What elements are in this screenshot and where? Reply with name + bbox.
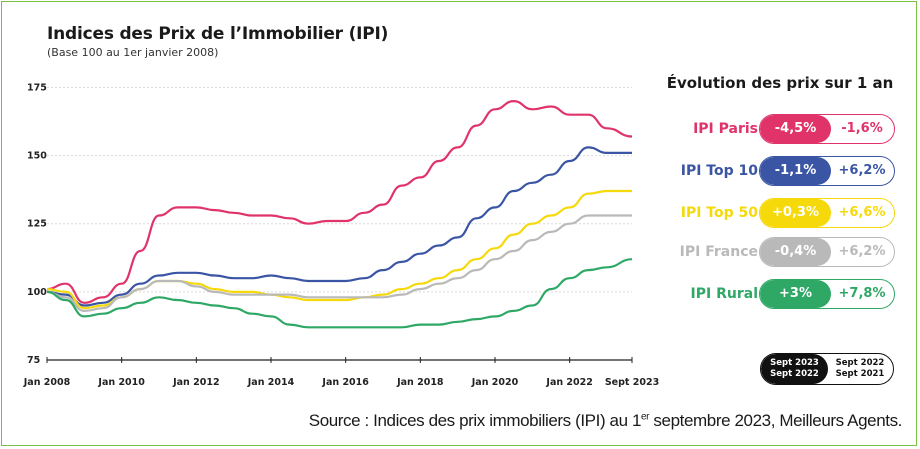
y-tick-label: 150 bbox=[27, 151, 47, 162]
x-tick-label: Jan 2022 bbox=[545, 377, 592, 388]
x-tick-label: Jan 2018 bbox=[396, 377, 444, 388]
legend-row: IPI Top 50 +0,3% +6,6% bbox=[660, 198, 900, 230]
legend-row: IPI Top 10 -1,1% +6,2% bbox=[660, 156, 900, 188]
series-line-ipi-france bbox=[46, 214, 632, 312]
legend-value-current: +3% bbox=[760, 280, 831, 308]
source-text: Source : Indices des prix immobiliers (I… bbox=[308, 411, 642, 430]
y-tick-label: 175 bbox=[27, 82, 47, 93]
legend-value-previous: +7,8% bbox=[838, 286, 886, 301]
x-tick-label: Jan 2016 bbox=[321, 377, 369, 388]
legend-series-name: IPI Rural bbox=[690, 286, 758, 302]
legend-value-previous: +6,6% bbox=[838, 205, 886, 220]
legend-value-previous: +6,2% bbox=[838, 163, 886, 178]
legend-row: IPI Paris -4,5% -1,6% bbox=[660, 114, 900, 146]
legend-value-current: -0,4% bbox=[760, 238, 831, 266]
series-line-ipi-top-10 bbox=[46, 146, 632, 307]
period-current-end: Sept 2023 bbox=[770, 358, 819, 368]
period-current-start: Sept 2022 bbox=[770, 369, 819, 379]
legend-value-pill: -1,1% +6,2% bbox=[759, 156, 895, 186]
legend-title: Évolution des prix sur 1 an bbox=[666, 74, 894, 92]
legend-series-name: IPI Top 10 bbox=[680, 163, 758, 179]
y-tick-label: 75 bbox=[27, 355, 40, 366]
x-tick-label: Jan 2010 bbox=[97, 377, 145, 388]
legend-series-name: IPI Top 50 bbox=[680, 205, 758, 221]
legend-value-pill: -0,4% +6,2% bbox=[759, 237, 895, 267]
x-tick-label: Jan 2012 bbox=[172, 377, 219, 388]
x-tick-label: Sept 2023 bbox=[605, 377, 659, 388]
legend-value-current: +0,3% bbox=[760, 199, 831, 227]
source-sup: er bbox=[641, 411, 650, 423]
legend-row: IPI Rural +3% +7,8% bbox=[660, 279, 900, 311]
chart-title: Indices des Prix de l’Immobilier (IPI) bbox=[47, 24, 389, 44]
source-text-end: septembre 2023, Meilleurs Agents. bbox=[649, 411, 902, 430]
legend-value-current: -4,5% bbox=[760, 115, 831, 143]
legend-value-pill: +0,3% +6,6% bbox=[759, 198, 895, 228]
x-tick-label: Jan 2020 bbox=[471, 377, 519, 388]
series-line-ipi-paris bbox=[46, 100, 633, 304]
legend-value-current: -1,1% bbox=[760, 157, 831, 185]
x-tick-label: Jan 2008 bbox=[23, 377, 71, 388]
series-line-ipi-rural bbox=[46, 258, 633, 329]
period-previous-start: Sept 2021 bbox=[835, 369, 885, 379]
y-tick-label: 100 bbox=[27, 287, 47, 298]
legend-value-previous: +6,2% bbox=[838, 244, 886, 259]
legend-row: IPI France -0,4% +6,2% bbox=[660, 237, 900, 269]
legend-value-previous: -1,6% bbox=[841, 121, 883, 136]
legend-series-name: IPI Paris bbox=[693, 121, 758, 137]
legend-value-pill: -4,5% -1,6% bbox=[759, 114, 895, 144]
chart-subtitle: (Base 100 au 1er janvier 2008) bbox=[47, 46, 219, 59]
legend-series-name: IPI France bbox=[679, 244, 758, 260]
period-current: Sept 2023 Sept 2022 bbox=[761, 354, 828, 384]
period-previous-end: Sept 2022 bbox=[835, 358, 885, 368]
line-chart: 75 100 125 150 175 Jan 2008 Jan 2010 Jan 2012 Ja… bbox=[23, 82, 659, 388]
source-note: Source : Indices des prix immobiliers (I… bbox=[308, 411, 903, 431]
x-tick-label: Jan 2014 bbox=[247, 377, 295, 388]
period-legend: Sept 2023 Sept 2022 Sept 2022 Sept 2021 bbox=[760, 353, 894, 385]
y-tick-label: 125 bbox=[27, 219, 47, 230]
period-previous: Sept 2022 Sept 2021 bbox=[828, 354, 892, 384]
legend-value-pill: +3% +7,8% bbox=[759, 279, 895, 309]
